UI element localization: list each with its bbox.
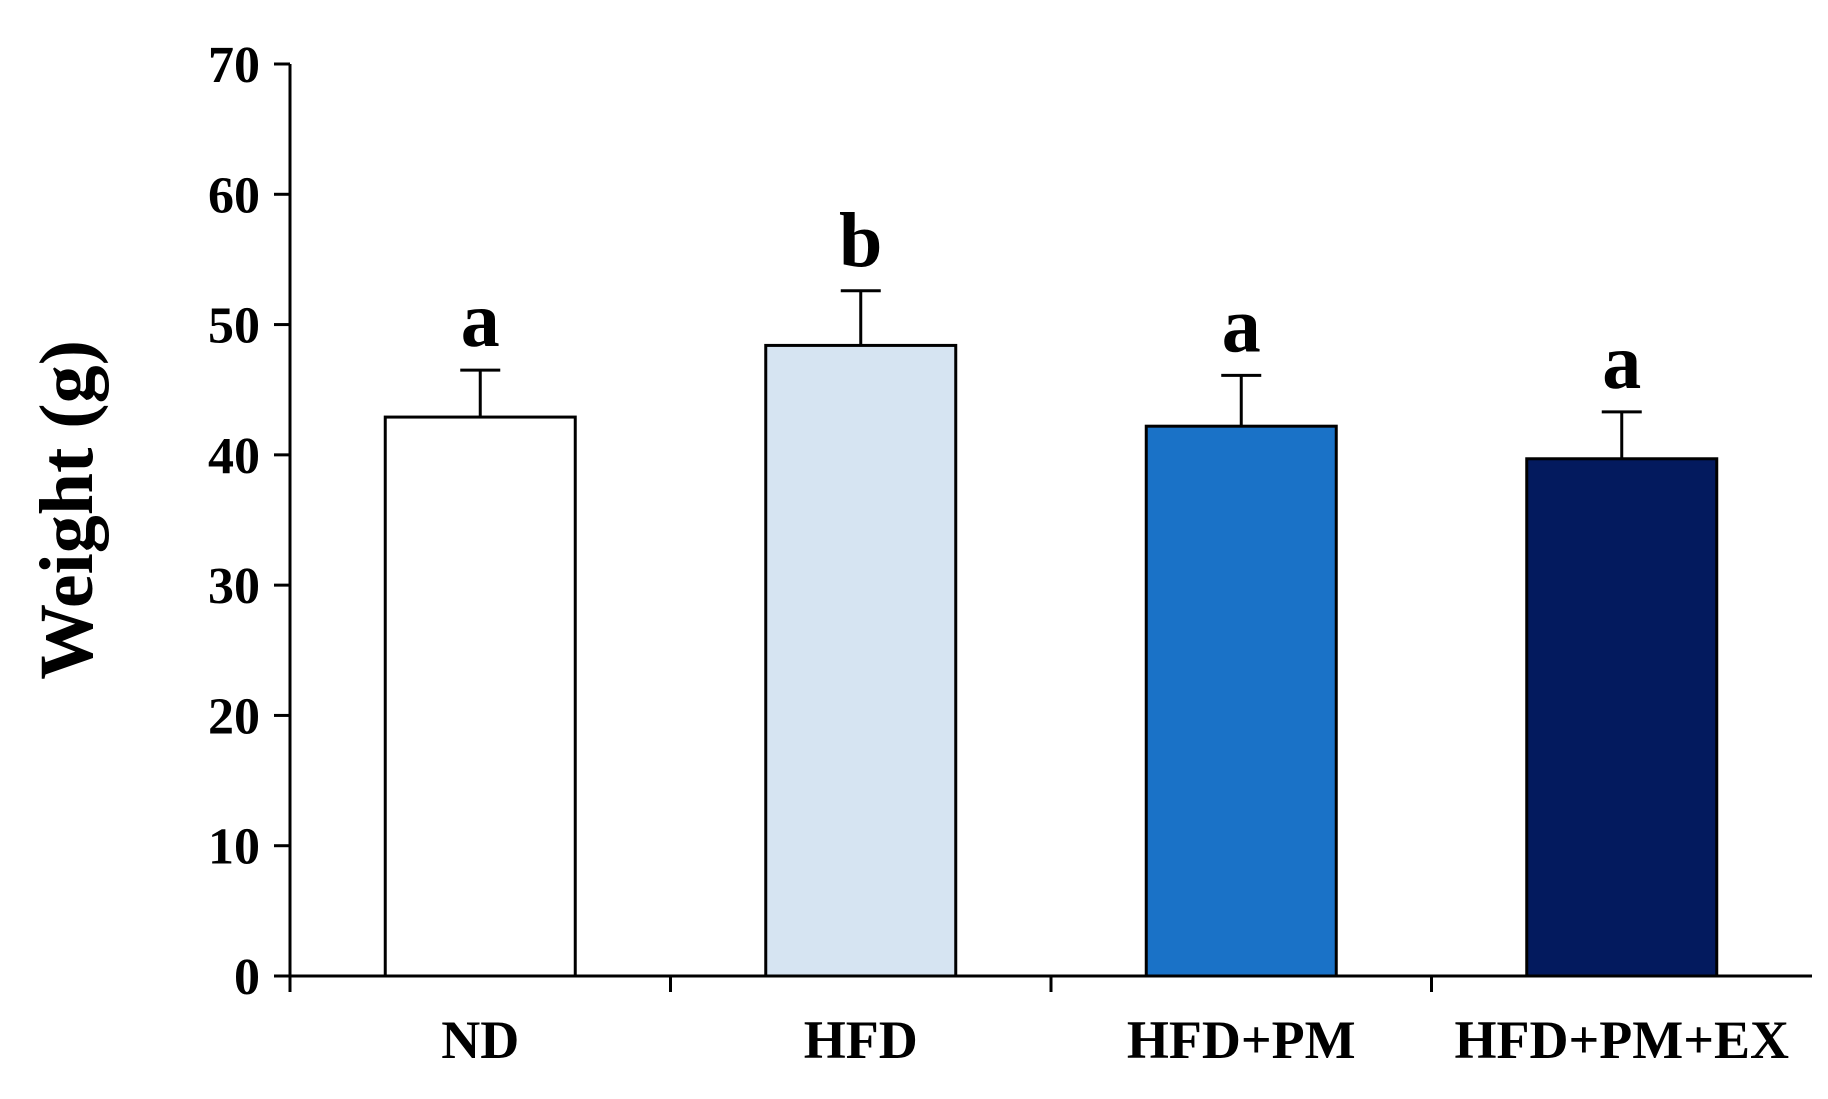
x-category-label: HFD bbox=[804, 1010, 918, 1070]
y-tick-label: 0 bbox=[234, 949, 260, 1006]
significance-label: b bbox=[839, 197, 882, 284]
y-axis-label: Weight (g) bbox=[25, 340, 109, 680]
x-ticks-layer: ND HFD HFD+PM HFD+PM+EX bbox=[288, 976, 1790, 1070]
error-bars-layer bbox=[460, 289, 1642, 459]
y-tick-label: 30 bbox=[208, 558, 260, 615]
y-ticks-layer: 0 10 20 30 40 50 60 70 bbox=[208, 37, 290, 1006]
bars-layer bbox=[383, 343, 1719, 978]
x-category-label: HFD+PM+EX bbox=[1455, 1010, 1790, 1070]
bar-hfd-pm-ex bbox=[1525, 457, 1719, 978]
bar-hfd bbox=[764, 343, 958, 978]
y-tick-label: 60 bbox=[208, 167, 260, 224]
axes-layer bbox=[274, 64, 1812, 990]
significance-label: a bbox=[1602, 318, 1641, 405]
bar-hfd-pm bbox=[1144, 424, 1338, 978]
significance-label: a bbox=[1222, 281, 1261, 368]
significance-labels-layer: a b a a bbox=[461, 197, 1642, 405]
significance-label: a bbox=[461, 276, 500, 363]
y-tick-label: 10 bbox=[208, 819, 260, 876]
y-tick-label: 20 bbox=[208, 688, 260, 745]
bar-nd bbox=[383, 415, 577, 978]
x-category-label: HFD+PM bbox=[1127, 1010, 1356, 1070]
y-tick-label: 70 bbox=[208, 37, 260, 94]
y-tick-label: 40 bbox=[208, 428, 260, 485]
x-category-label: ND bbox=[441, 1010, 519, 1070]
y-tick-label: 50 bbox=[208, 298, 260, 355]
